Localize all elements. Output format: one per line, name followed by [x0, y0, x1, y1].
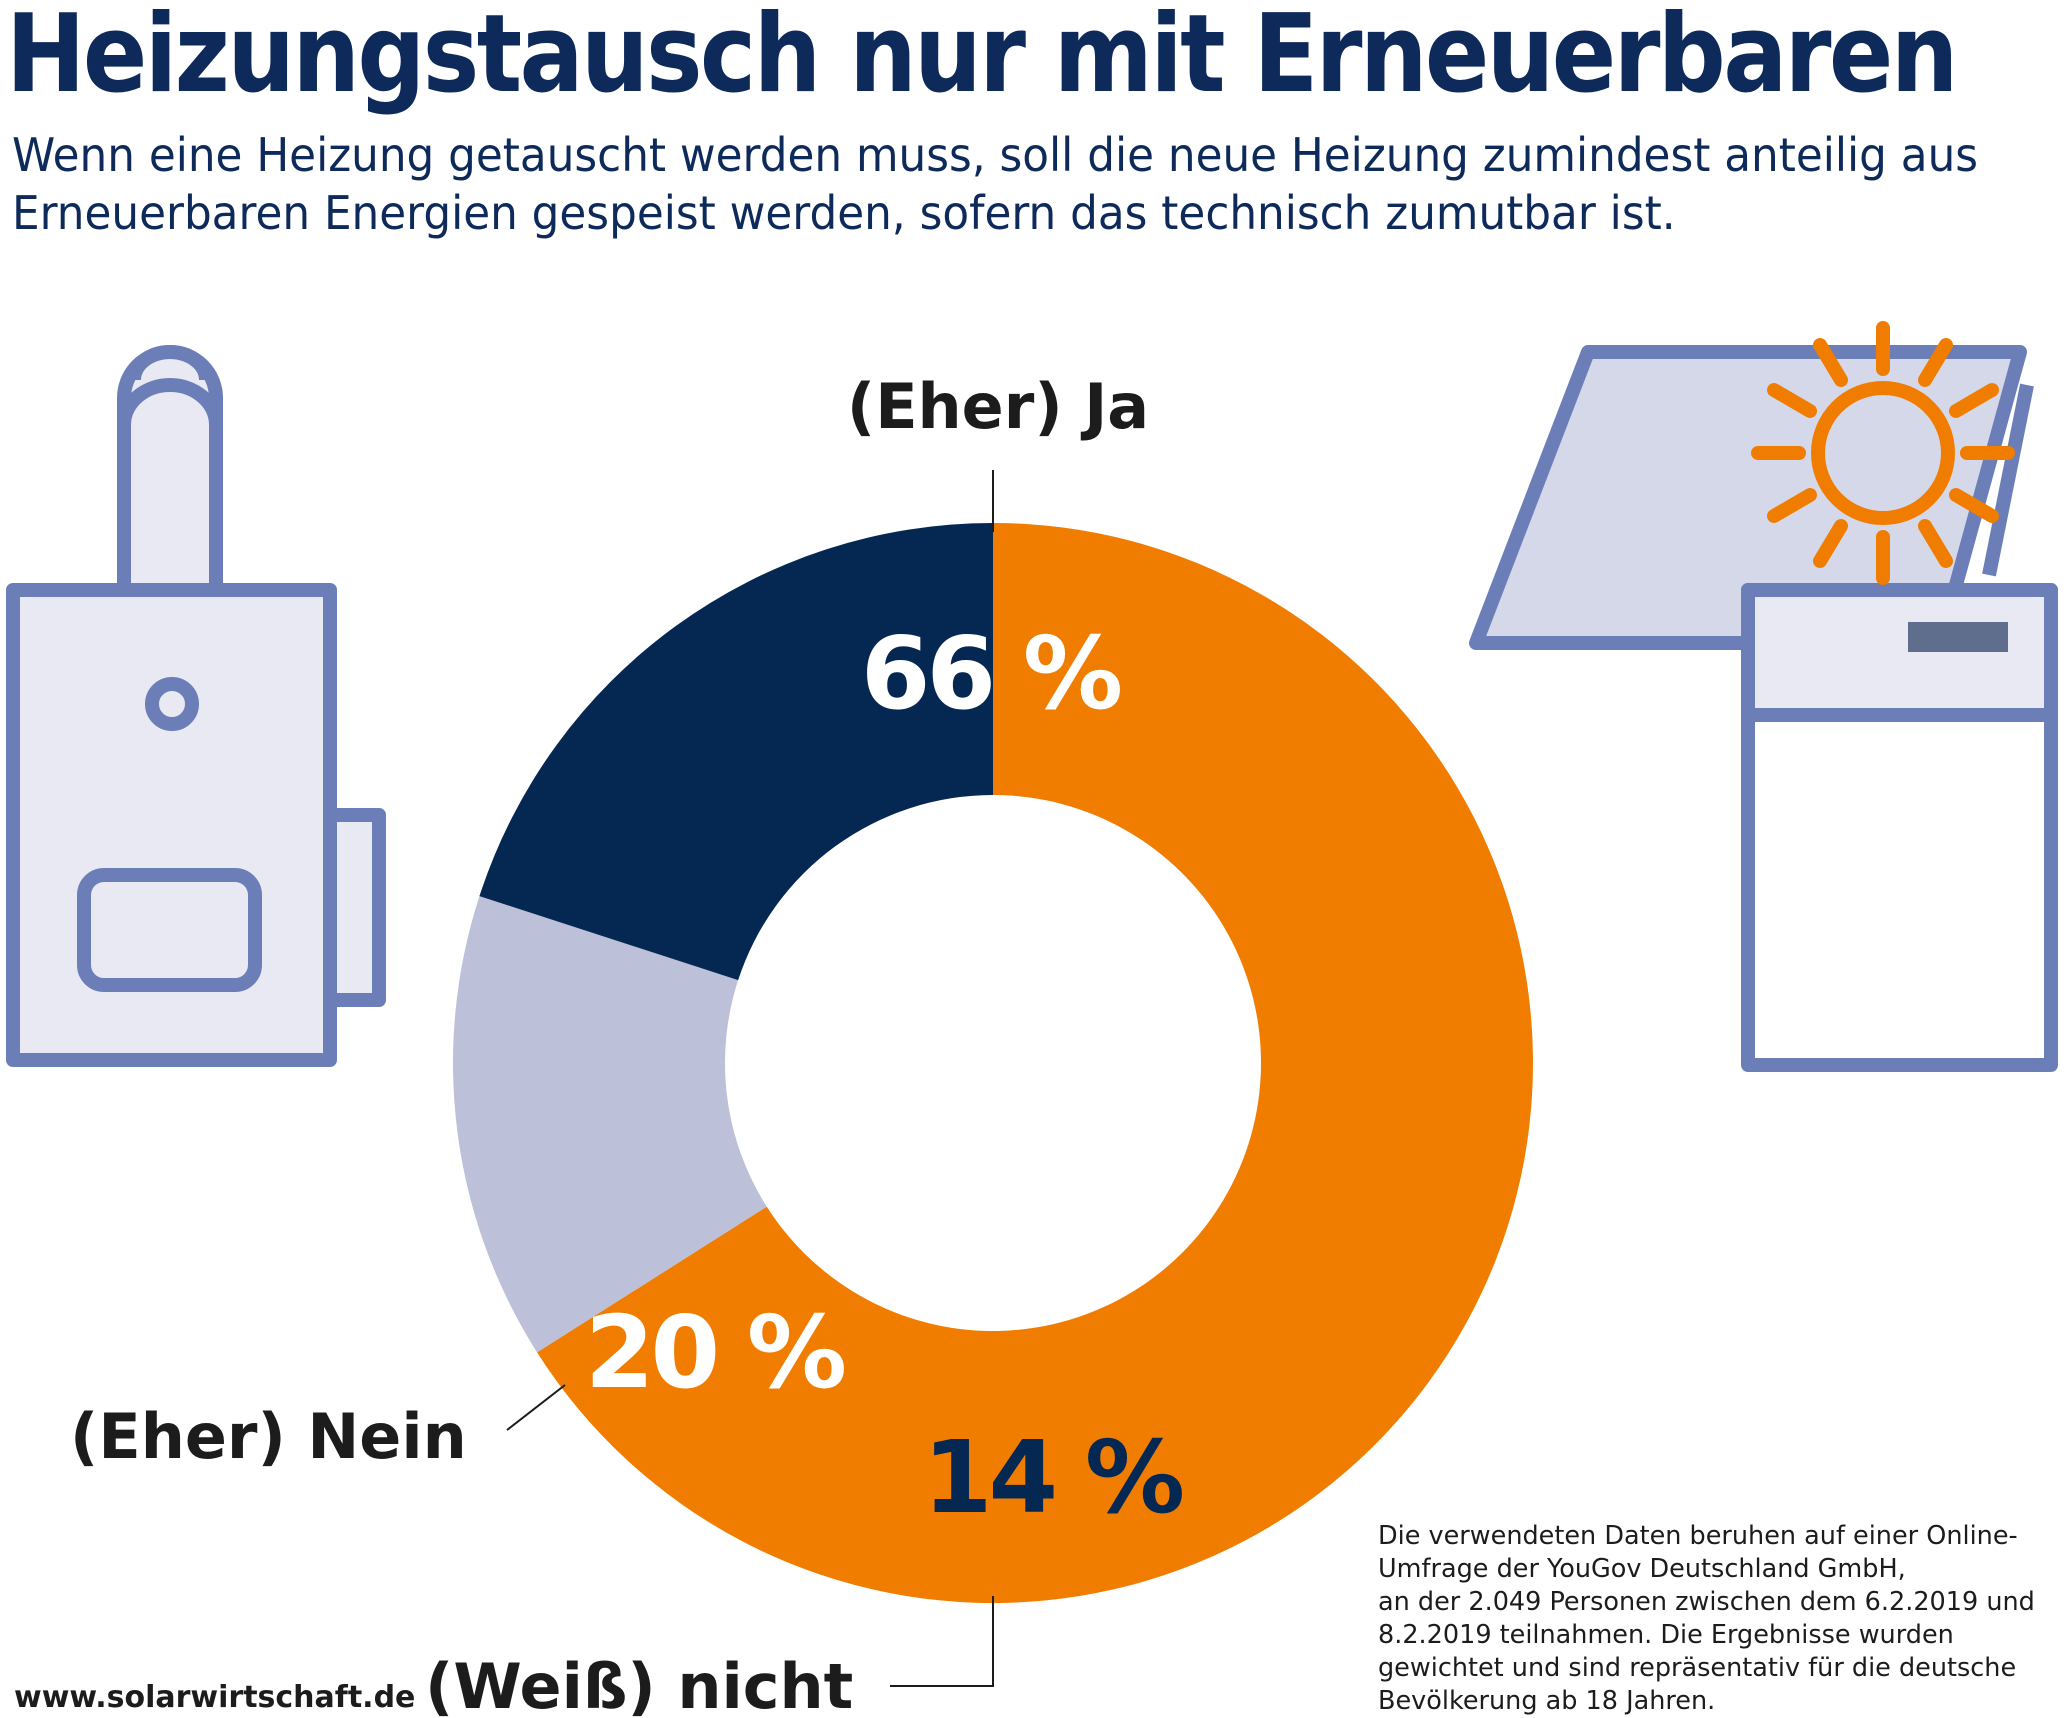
category-label-nein: (Eher) Nein [70, 1400, 467, 1473]
methodology-note: Die verwendeten Daten beruhen auf einer … [1378, 1520, 2068, 1718]
note-line: Die verwendeten Daten beruhen auf einer … [1378, 1521, 2018, 1551]
subtitle-line-1: Wenn eine Heizung getauscht werden muss,… [12, 128, 1979, 182]
value-label-nicht: 14 % [923, 1419, 1183, 1536]
sun-icon [1751, 321, 2015, 585]
value-label-ja: 66 % [861, 615, 1121, 732]
subtitle-line-2: Erneuerbaren Energien gespeist werden, s… [12, 186, 1676, 240]
leader-lines [506, 470, 994, 1687]
note-line: gewichtet und sind repräsentativ für die… [1378, 1653, 2017, 1683]
source-url: www.solarwirtschaft.de [14, 1680, 416, 1715]
solar-thermal-icon [1469, 345, 2058, 1072]
category-label-nicht: (Weiß) nicht [425, 1650, 853, 1717]
gas-boiler-icon [6, 345, 386, 1067]
note-line: 8.2.2019 teilnahmen. Die Ergebnisse wurd… [1378, 1620, 1954, 1650]
donut-slice [537, 523, 1533, 1604]
note-line: Bevölkerung ab 18 Jahren. [1378, 1686, 1716, 1716]
note-line: an der 2.049 Personen zwischen dem 6.2.2… [1378, 1587, 2035, 1617]
leader-line-nein [506, 1384, 566, 1431]
note-line: Umfrage der YouGov Deutschland GmbH, [1378, 1554, 1906, 1584]
page-title: Heizungstausch nur mit Erneuerbaren [6, 0, 1958, 117]
value-label-nein: 20 % [585, 1294, 845, 1411]
donut-slice [479, 523, 994, 981]
donut-slice [453, 896, 767, 1353]
category-label-ja: (Eher) Ja [847, 370, 1149, 443]
leader-line-nicht [890, 1596, 994, 1687]
